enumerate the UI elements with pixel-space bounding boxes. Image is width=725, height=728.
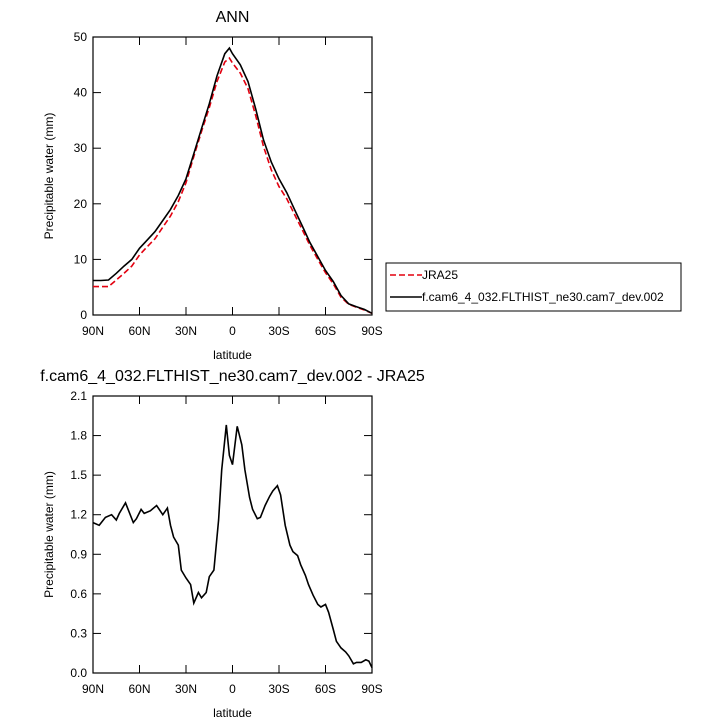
x-tick-label: 30N	[175, 324, 197, 338]
legend-label: JRA25	[422, 268, 458, 282]
legend-label: f.cam6_4_032.FLTHIST_ne30.cam7_dev.002	[422, 290, 664, 304]
x-tick-label: 90N	[82, 682, 104, 696]
y-tick-label: 0.6	[70, 587, 87, 601]
x-axis-label: latitude	[213, 348, 252, 362]
x-tick-label: 0	[229, 324, 236, 338]
x-tick-label: 90S	[361, 682, 382, 696]
y-tick-label: 0.3	[70, 626, 87, 640]
x-tick-label: 0	[229, 682, 236, 696]
data-line	[93, 56, 373, 315]
y-tick-label: 0	[80, 308, 87, 322]
y-tick-label: 50	[74, 30, 88, 44]
y-tick-label: 40	[74, 86, 88, 100]
chart-title: f.cam6_4_032.FLTHIST_ne30.cam7_dev.002 -…	[40, 368, 425, 385]
y-axis-label: Precipitable water (mm)	[42, 113, 56, 240]
x-tick-label: 30N	[175, 682, 197, 696]
data-line	[92, 424, 373, 669]
y-tick-label: 1.5	[70, 468, 87, 482]
x-tick-label: 60S	[315, 682, 336, 696]
y-tick-label: 20	[74, 197, 88, 211]
y-tick-label: 1.8	[70, 429, 87, 443]
chart-title: ANN	[216, 9, 250, 26]
plot-frame	[92, 395, 373, 674]
x-tick-label: 60N	[128, 324, 150, 338]
y-tick-label: 0.9	[70, 547, 87, 561]
x-axis-label: latitude	[213, 706, 252, 720]
x-tick-label: 30S	[268, 682, 289, 696]
x-tick-label: 60N	[128, 682, 150, 696]
y-tick-label: 2.1	[70, 389, 87, 403]
y-tick-label: 1.2	[70, 508, 87, 522]
y-tick-label: 10	[74, 252, 88, 266]
x-tick-label: 60S	[315, 324, 336, 338]
x-tick-label: 90S	[361, 324, 382, 338]
x-tick-label: 90N	[82, 324, 104, 338]
y-tick-label: 0.0	[70, 666, 87, 680]
plot-frame	[92, 36, 373, 316]
y-tick-label: 30	[74, 141, 88, 155]
y-axis-label: Precipitable water (mm)	[42, 471, 56, 598]
legend-box	[385, 262, 682, 312]
data-line	[93, 46, 373, 315]
x-tick-label: 30S	[268, 324, 289, 338]
